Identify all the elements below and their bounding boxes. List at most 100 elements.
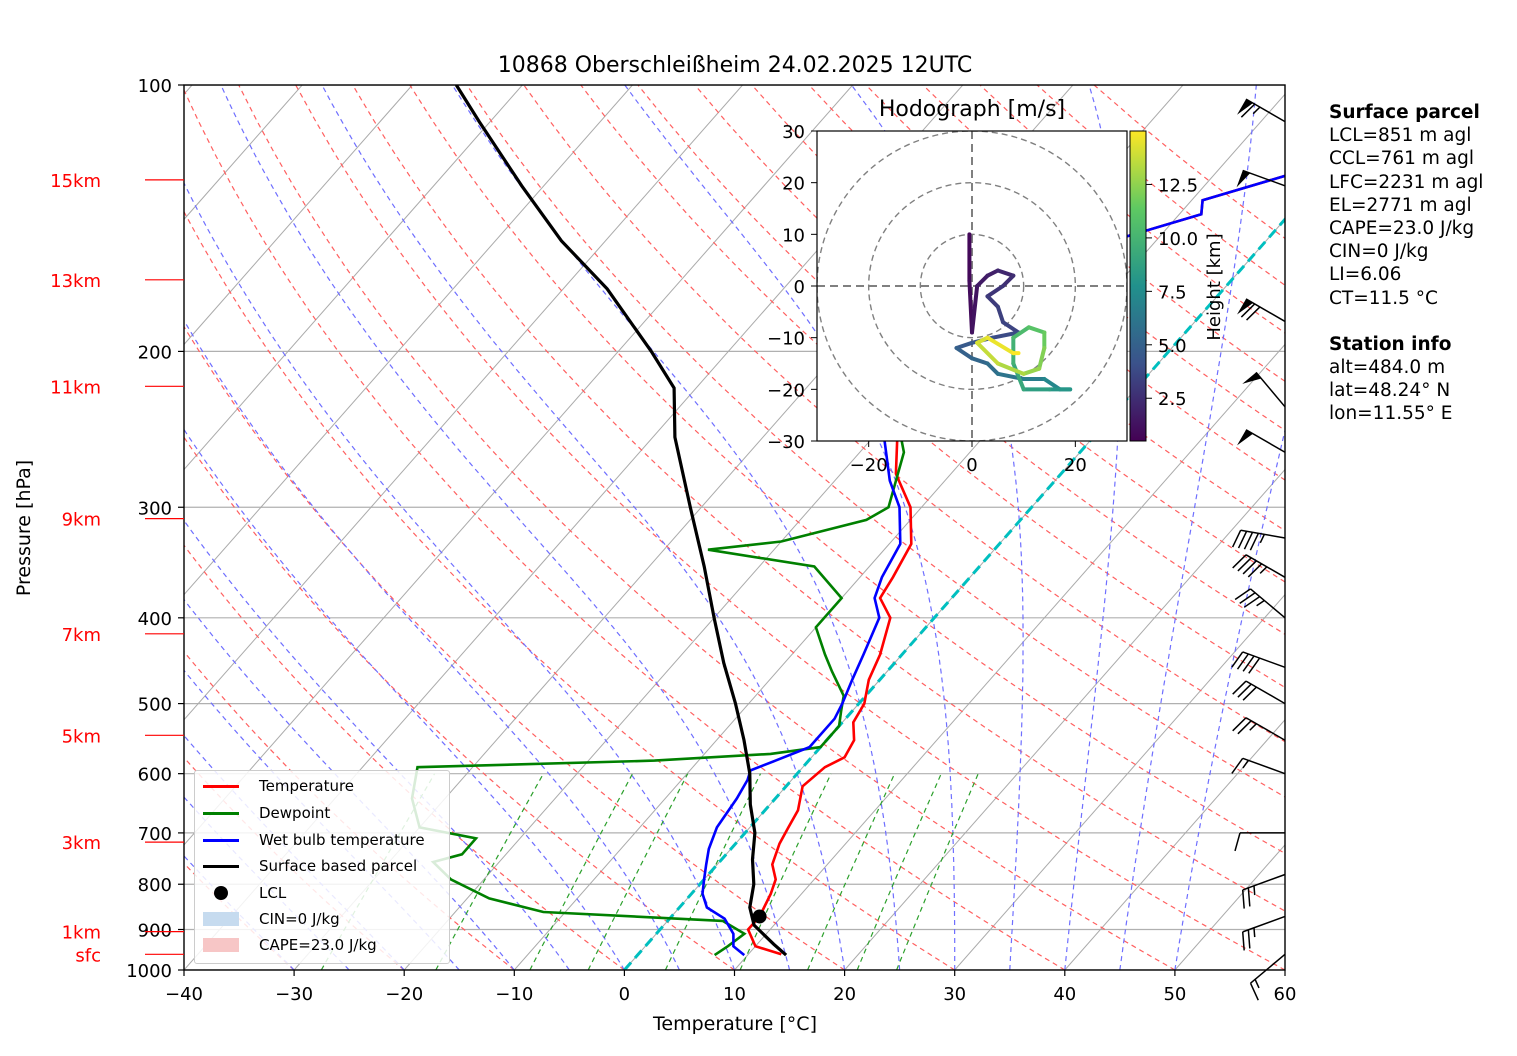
hodo-y-tick-label: 0: [794, 277, 805, 298]
wind-barb: [1231, 529, 1286, 551]
moist-adiabat: [220, 85, 791, 970]
isotherm: [184, 85, 633, 596]
moist-adiabat: [451, 85, 901, 970]
barb-staff: [1245, 98, 1286, 123]
hodograph-segment: [954, 340, 974, 350]
barb-full: [1236, 653, 1249, 670]
station-line: lon=11.55° E: [1329, 403, 1453, 425]
legend-item-cin: CIN=0 J/kg: [203, 909, 340, 929]
barb-half: [1259, 534, 1265, 544]
hodo-x-tick-label: 0: [966, 455, 977, 476]
barb-staff: [1242, 873, 1286, 891]
info-panel: Surface parcel LCL=851 m agl CCL=761 m a…: [1329, 101, 1483, 426]
barb-flag: [1242, 372, 1262, 384]
barb-full: [1246, 306, 1261, 321]
barb-half: [1254, 979, 1260, 989]
y-tick-label: 100: [138, 76, 172, 97]
barb-staff: [1242, 915, 1286, 933]
hodograph-segment: [1001, 320, 1021, 335]
barb-flag: [1237, 298, 1253, 315]
legend-label: CAPE=23.0 J/kg: [259, 936, 377, 954]
height-label: 1km: [62, 923, 101, 944]
colorbar-tick-label: 10.0: [1158, 229, 1198, 250]
moist-adiabat: [184, 734, 405, 970]
legend-item-wetbulb: Wet bulb temperature: [203, 830, 425, 850]
mixing-ratio-line: [587, 773, 689, 970]
barb-full: [1234, 588, 1251, 601]
barb-full: [1240, 103, 1256, 118]
barb-flag: [1236, 170, 1251, 188]
chart-title: 10868 Oberschleißheim 24.02.2025 12UTC: [498, 53, 973, 78]
wind-barb: [1231, 651, 1286, 674]
hodograph-ring: [919, 233, 1025, 339]
barb-staff: [1242, 757, 1286, 775]
moist-adiabat: [1119, 85, 1257, 970]
moist-adiabat: [184, 319, 681, 970]
dry-adiabat: [184, 88, 1066, 970]
barb-full: [1237, 557, 1252, 572]
wind-barb: [1237, 298, 1286, 323]
barb-full: [1232, 554, 1247, 569]
barb-full: [1249, 533, 1260, 551]
mixing-ratio-line: [435, 773, 544, 970]
x-tick-label: 40: [1053, 984, 1076, 1005]
dry-adiabat: [295, 85, 1285, 970]
y-tick-label: 600: [138, 765, 172, 786]
hodograph-title: Hodograph [m/s]: [879, 97, 1065, 122]
mixing-ratio-line: [807, 773, 896, 970]
dry-adiabat: [238, 85, 1176, 970]
x-tick-label: −20: [385, 984, 423, 1005]
barb-full: [1231, 757, 1244, 774]
wind-barb: [1237, 429, 1286, 453]
series-surface-based-parcel: [454, 85, 788, 957]
isotherm: [1064, 719, 1285, 970]
mixing-ratio-line: [896, 773, 979, 970]
isotherm: [954, 593, 1285, 970]
y-tick-label: 900: [138, 921, 172, 942]
barb-full: [1241, 931, 1245, 951]
isotherm: [184, 85, 743, 721]
hodograph-segment: [995, 268, 1016, 278]
barb-full: [1241, 889, 1245, 909]
y-tick-label: 500: [138, 695, 172, 716]
barb-full: [1247, 563, 1263, 578]
height-label: 9km: [62, 510, 101, 531]
barb-full: [1240, 303, 1256, 318]
barb-staff: [1250, 588, 1286, 619]
height-label: 13km: [50, 271, 101, 292]
colorbar-tick-label: 5.0: [1158, 336, 1187, 357]
barb-staff: [1242, 651, 1286, 669]
station-info-title: Station info: [1329, 333, 1452, 355]
surface-line: LCL=851 m agl: [1329, 125, 1472, 147]
barb-staff: [1255, 371, 1286, 408]
hodo-y-tick-label: 20: [782, 174, 805, 195]
barb-half: [1242, 759, 1249, 769]
barb-staff: [1245, 717, 1286, 741]
x-tick-label: 60: [1274, 984, 1297, 1005]
barb-half: [1259, 566, 1268, 574]
barb-full: [1237, 720, 1252, 735]
barb-staff: [1250, 953, 1286, 984]
y-tick-label: 700: [138, 824, 172, 845]
y-axis-label: Pressure [hPa]: [13, 460, 35, 596]
dry-adiabat: [409, 85, 1285, 855]
height-label: sfc: [75, 945, 101, 966]
x-tick-label: 50: [1163, 984, 1186, 1005]
y-tick-label: 200: [138, 342, 172, 363]
wind-barb: [1232, 680, 1286, 705]
dry-adiabat: [352, 85, 1285, 912]
hodograph-segment: [954, 346, 974, 361]
hodograph-segment: [985, 361, 1000, 376]
moist-adiabat: [321, 85, 846, 970]
height-label: 11km: [50, 377, 101, 398]
x-tick-label: −10: [495, 984, 533, 1005]
moist-adiabat: [1174, 428, 1285, 970]
legend-item-temperature: Temperature: [203, 776, 354, 796]
hodograph-segment: [1011, 361, 1026, 392]
station-line: alt=484.0 m: [1329, 357, 1446, 379]
legend-label: LCL: [259, 884, 287, 902]
hodo-x-tick-label: 20: [1064, 455, 1087, 476]
legend-label: Temperature: [259, 777, 355, 795]
dry-adiabat: [184, 544, 625, 970]
hodograph-segment: [985, 335, 1016, 356]
